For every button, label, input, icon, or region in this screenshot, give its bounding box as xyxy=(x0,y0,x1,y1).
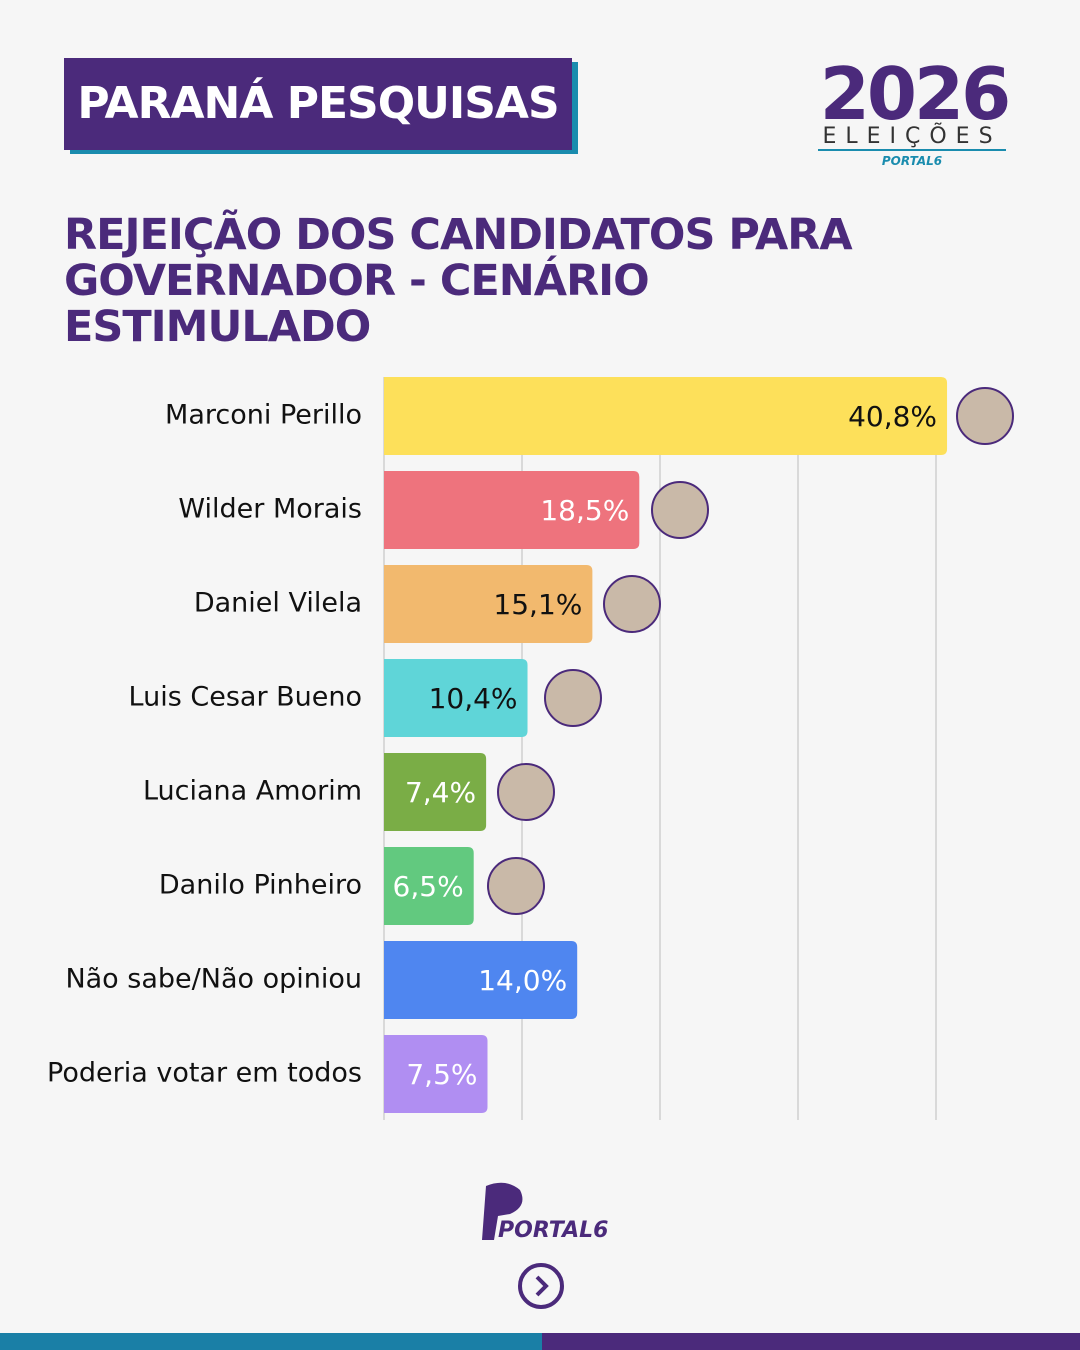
bar xyxy=(384,659,528,737)
badge: PARANÁ PESQUISAS xyxy=(64,58,572,150)
bar xyxy=(384,1035,488,1113)
logo-year: 2026 xyxy=(819,52,1011,136)
footer-brand: PORTAL6 xyxy=(498,1218,609,1243)
value-label: 40,8% xyxy=(848,400,937,433)
stripe xyxy=(542,1333,1080,1350)
value-label: 6,5% xyxy=(393,870,464,903)
avatar xyxy=(956,387,1014,445)
category-label: Poderia votar em todos xyxy=(47,1058,362,1089)
next-arrow xyxy=(535,1275,549,1297)
avatar xyxy=(544,669,602,727)
next-button[interactable] xyxy=(518,1263,564,1309)
bar xyxy=(384,565,593,643)
category-label: Luciana Amorim xyxy=(143,776,362,807)
value-label: 15,1% xyxy=(493,588,582,621)
category-label: Danilo Pinheiro xyxy=(159,870,362,901)
bar xyxy=(384,377,948,455)
category-label: Wilder Morais xyxy=(178,494,362,525)
category-label: Não sabe/Não opiniou xyxy=(65,964,362,995)
footer-logo xyxy=(482,1182,523,1240)
logo-brand: PORTAL6 xyxy=(881,154,943,168)
avatar xyxy=(603,575,661,633)
bar xyxy=(384,753,487,831)
avatar xyxy=(497,763,555,821)
bar xyxy=(384,847,474,925)
logo-text: ELEIÇÕES xyxy=(818,124,1006,151)
value-label: 10,4% xyxy=(429,682,518,715)
avatar xyxy=(651,481,709,539)
avatar xyxy=(487,857,545,915)
avatars xyxy=(487,387,1014,915)
category-label: Luis Cesar Bueno xyxy=(129,682,362,713)
category-label: Marconi Perillo xyxy=(165,400,362,431)
value-label: 7,4% xyxy=(405,776,476,809)
value-label: 18,5% xyxy=(540,494,629,527)
value-label: 14,0% xyxy=(478,964,567,997)
bar xyxy=(384,941,578,1019)
category-label: Daniel Vilela xyxy=(194,588,362,619)
value-label: 7,5% xyxy=(406,1058,477,1091)
stripe xyxy=(0,1333,542,1350)
bar xyxy=(384,471,640,549)
chart-title: REJEIÇÃO DOS CANDIDATOS PARA GOVERNADOR … xyxy=(64,210,853,352)
